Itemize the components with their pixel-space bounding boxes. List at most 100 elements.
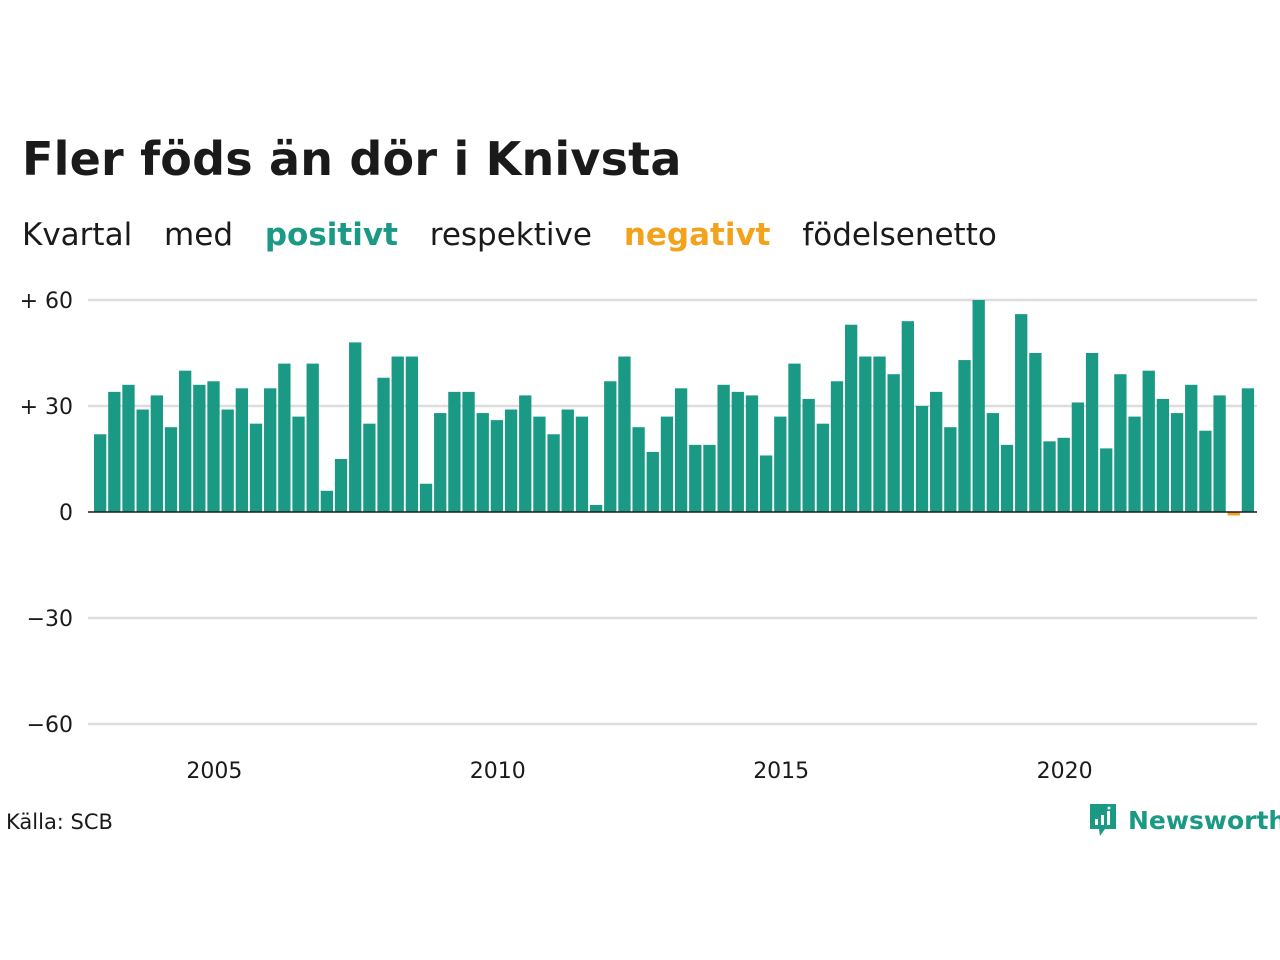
bar-positive xyxy=(703,444,716,512)
bar-positive xyxy=(448,391,461,512)
bar-positive xyxy=(1085,353,1099,512)
bar-negative xyxy=(1227,512,1240,516)
bar-positive xyxy=(164,427,178,512)
bar-positive xyxy=(533,416,546,512)
bar-positive xyxy=(1142,370,1155,512)
bar-positive xyxy=(1156,398,1170,512)
bar-positive xyxy=(717,384,730,512)
subtitle-word-respektive: respektive xyxy=(429,217,592,253)
bar-positive xyxy=(745,395,759,512)
bar-positive xyxy=(349,342,362,512)
bar-positive xyxy=(759,455,773,512)
bar-positive xyxy=(915,406,929,512)
bar-positive xyxy=(873,356,886,512)
bar-positive xyxy=(816,423,829,512)
bar-positive xyxy=(377,377,390,512)
bar-positive xyxy=(1241,388,1255,512)
bar-positive xyxy=(462,391,475,512)
bar-positive xyxy=(419,483,433,512)
bar-positive xyxy=(405,356,419,512)
chart-subtitle: Kvartal med positivt respektive negativt… xyxy=(22,217,1019,253)
bar-positive xyxy=(391,356,404,512)
bar-positive xyxy=(972,300,985,512)
x-tick-label: 2015 xyxy=(753,759,809,784)
bar-positive xyxy=(830,381,844,512)
bar-positive xyxy=(986,413,1000,512)
brand-name: Newsworthy xyxy=(1128,805,1280,835)
bar-positive xyxy=(575,416,589,512)
x-axis-labels: 2005 2010 2015 2020 xyxy=(186,759,1092,784)
bar-positive xyxy=(108,391,121,512)
source-note: Källa: SCB xyxy=(6,810,113,834)
bar-positive xyxy=(547,434,560,512)
bar-positive xyxy=(221,409,234,512)
bar-positive xyxy=(490,420,504,512)
bar-positive xyxy=(136,409,149,512)
bar-positive xyxy=(1071,402,1085,512)
bar-positive xyxy=(235,388,248,512)
x-tick-label: 2005 xyxy=(186,759,242,784)
bar-positive xyxy=(1170,413,1184,512)
newsworthy-logo-icon xyxy=(1090,804,1116,836)
bar-chart: + 60 + 30 0 −30 −60 2005 2010 2015 2020 xyxy=(20,289,1257,784)
bar-positive xyxy=(944,427,957,512)
bar-positive xyxy=(646,451,659,512)
subtitle-word-fodelsenetto: födelsenetto xyxy=(802,217,997,253)
bar-positive xyxy=(179,370,192,512)
y-tick-label: + 60 xyxy=(20,289,73,314)
bar-positive xyxy=(1185,384,1198,512)
y-tick-label: + 30 xyxy=(20,395,73,420)
brand-logo: Newsworthy xyxy=(1088,802,1280,838)
subtitle-positive-label: positivt xyxy=(264,217,398,253)
bar-positive xyxy=(278,363,291,512)
bar-positive xyxy=(632,427,645,512)
y-tick-label: 0 xyxy=(59,501,73,526)
bar-positive xyxy=(519,395,532,512)
y-tick-label: −60 xyxy=(27,713,73,738)
bar-positive xyxy=(476,413,489,512)
bar-positive xyxy=(731,391,744,512)
bar-positive xyxy=(320,490,334,512)
bar-positive xyxy=(434,413,447,512)
bar-positive xyxy=(774,416,787,512)
x-tick-label: 2020 xyxy=(1037,759,1093,784)
bar-positive xyxy=(1128,416,1141,512)
bar-positive xyxy=(1043,441,1056,512)
y-tick-label: −30 xyxy=(27,607,73,632)
bar-positive xyxy=(1199,430,1212,512)
bar-positive xyxy=(660,416,674,512)
bar-positive xyxy=(363,423,376,512)
x-tick-label: 2010 xyxy=(470,759,526,784)
subtitle-negative-label: negativt xyxy=(623,217,771,253)
y-axis-labels: + 60 + 30 0 −30 −60 xyxy=(20,289,73,738)
bar-positive xyxy=(264,388,277,512)
bar-positive xyxy=(94,434,107,512)
bar-positive xyxy=(1114,374,1127,512)
bar-positive xyxy=(958,360,971,512)
bar-positive xyxy=(788,363,801,512)
bar-positive xyxy=(150,395,163,512)
bar-positive xyxy=(292,416,305,512)
bar-positive xyxy=(887,374,900,512)
bars xyxy=(94,300,1255,516)
subtitle-word-kvartal: Kvartal xyxy=(22,217,133,253)
bar-positive xyxy=(122,384,135,512)
bar-positive xyxy=(1015,314,1028,512)
bar-positive xyxy=(845,324,858,512)
bar-positive xyxy=(689,444,702,512)
bar-positive xyxy=(1100,448,1113,512)
bar-positive xyxy=(1057,437,1070,512)
bar-positive xyxy=(1000,444,1014,512)
bar-positive xyxy=(249,423,263,512)
bar-positive xyxy=(618,356,631,512)
bar-positive xyxy=(1029,353,1042,512)
chart-title: Fler föds än dör i Knivsta xyxy=(22,132,682,186)
bar-positive xyxy=(193,384,206,512)
subtitle-word-med: med xyxy=(164,217,233,253)
bar-positive xyxy=(504,409,518,512)
bar-positive xyxy=(561,409,574,512)
bar-positive xyxy=(334,459,348,512)
bar-positive xyxy=(674,388,688,512)
bar-positive xyxy=(306,363,319,512)
bar-positive xyxy=(207,381,220,512)
